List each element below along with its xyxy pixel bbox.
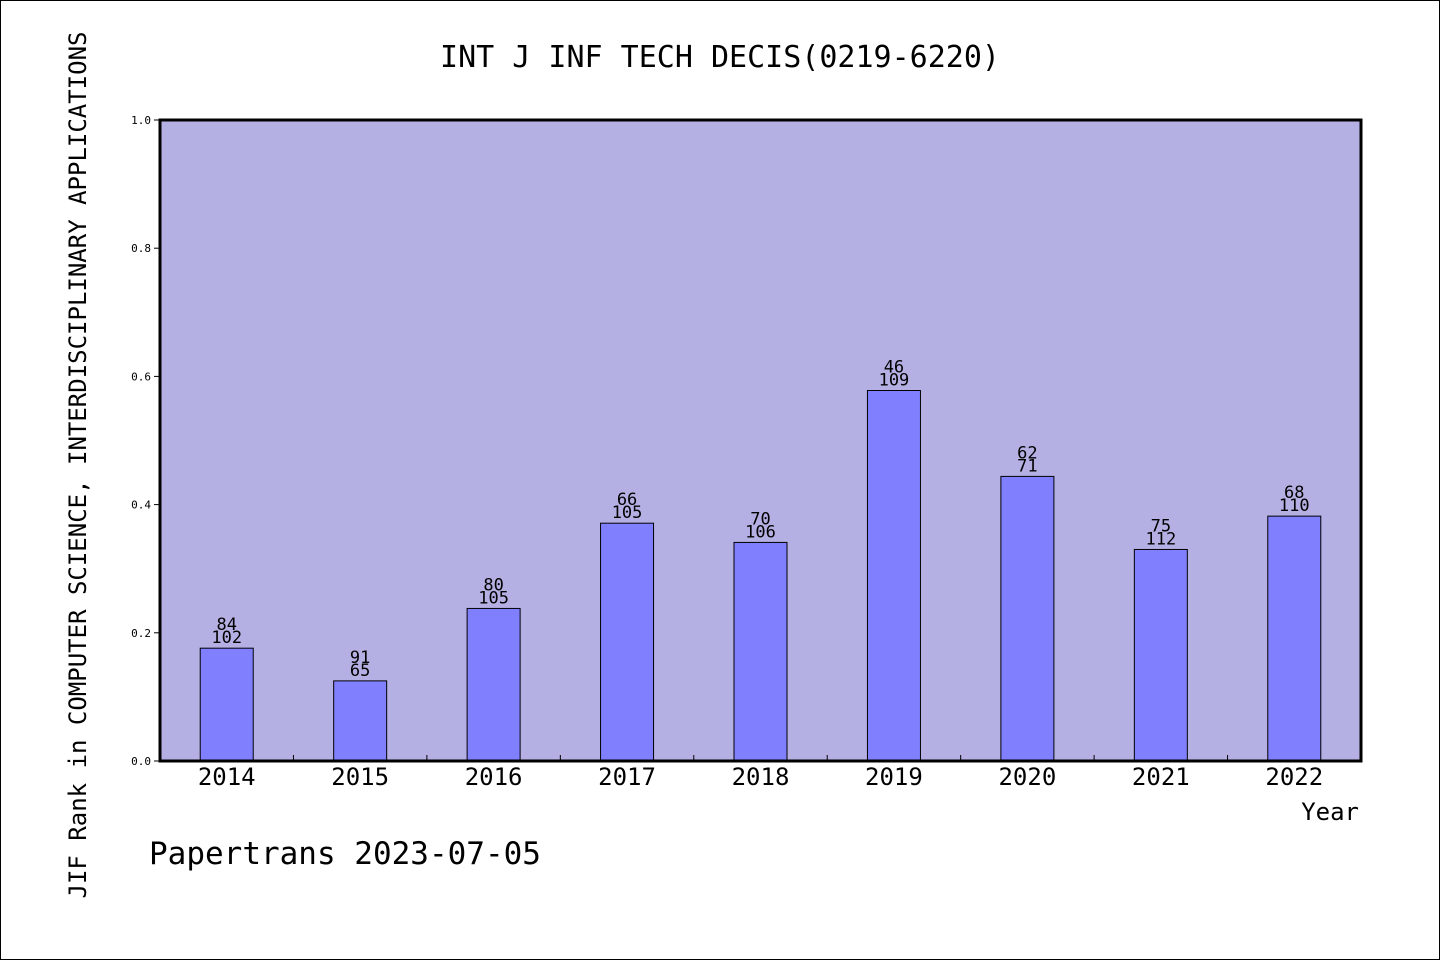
bar-rank-label: 46 bbox=[884, 358, 904, 378]
x-tick-label: 2021 bbox=[1132, 763, 1190, 791]
bar-rank-label: 70 bbox=[750, 509, 770, 529]
bar-rank-label: 91 bbox=[350, 648, 370, 668]
y-tick-label: 0.8 bbox=[131, 242, 151, 255]
y-axis-label: JIF Rank in COMPUTER SCIENCE, INTERDISCI… bbox=[64, 32, 92, 899]
bar bbox=[1133, 548, 1188, 762]
y-tick-label: 0.6 bbox=[131, 370, 151, 383]
y-axis-ticks: 0.0 0.2 0.4 0.6 0.8 1.0 bbox=[131, 114, 160, 768]
x-tick-label: 2014 bbox=[198, 763, 256, 791]
bar-total-label: 105 bbox=[478, 588, 509, 608]
bar bbox=[866, 390, 921, 762]
bar-total-label: 109 bbox=[879, 371, 910, 391]
bar bbox=[1000, 475, 1055, 762]
bar-rank-label: 80 bbox=[483, 575, 503, 595]
y-tick-label: 1.0 bbox=[131, 114, 151, 127]
bar bbox=[600, 522, 655, 762]
chart-title: INT J INF TECH DECIS(0219-6220) bbox=[440, 40, 1000, 75]
bar-total-label: 106 bbox=[745, 522, 776, 542]
x-tick-label: 2015 bbox=[331, 763, 389, 791]
x-tick-label: 2016 bbox=[465, 763, 523, 791]
bar-total-label: 71 bbox=[1017, 456, 1037, 476]
bar-rank-label: 68 bbox=[1284, 483, 1304, 503]
bar bbox=[333, 680, 388, 762]
bar bbox=[466, 607, 521, 762]
plot-border bbox=[158, 118, 1363, 763]
bar-rank-label: 75 bbox=[1151, 516, 1171, 536]
bar-total-label: 112 bbox=[1145, 529, 1176, 549]
bar bbox=[733, 541, 788, 762]
bar-rank-label: 84 bbox=[216, 615, 236, 635]
x-tick-label: 2022 bbox=[1265, 763, 1323, 791]
y-tick-label: 0.0 bbox=[131, 755, 151, 768]
y-tick-label: 0.2 bbox=[131, 627, 151, 640]
x-tick-label: 2017 bbox=[598, 763, 656, 791]
x-tick-label: 2018 bbox=[732, 763, 790, 791]
bar-rank-label: 62 bbox=[1017, 443, 1037, 463]
x-axis-label: Year bbox=[1301, 798, 1359, 826]
y-tick-label: 0.4 bbox=[131, 499, 151, 512]
x-axis-ticks: 2014 2015 2016 2017 2018 2019 2020 2021 2022 bbox=[198, 755, 1323, 791]
x-tick-label: 2020 bbox=[998, 763, 1056, 791]
bar-total-label: 105 bbox=[612, 503, 643, 523]
bar bbox=[199, 647, 254, 762]
footer-credit: Papertrans 2023-07-05 bbox=[149, 836, 541, 872]
bar-total-label: 110 bbox=[1279, 496, 1310, 516]
bar bbox=[1267, 515, 1322, 762]
bar-rank-label: 66 bbox=[617, 490, 637, 510]
x-tick-label: 2019 bbox=[865, 763, 923, 791]
bar-total-label: 65 bbox=[350, 661, 370, 681]
bar-total-label: 102 bbox=[211, 628, 242, 648]
